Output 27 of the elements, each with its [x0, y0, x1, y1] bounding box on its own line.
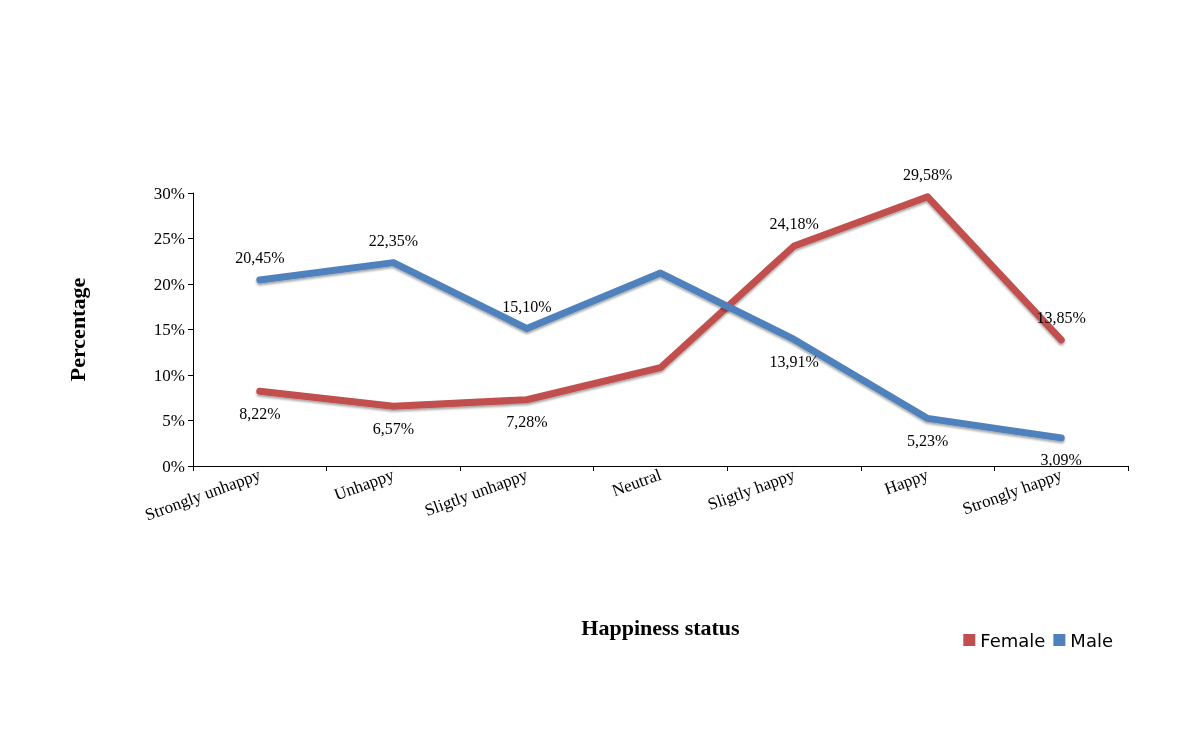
data-label: 29,58%	[902, 166, 953, 184]
y-tick-label: 20%	[153, 274, 185, 294]
x-tick-label: Unhappy	[331, 464, 398, 505]
y-tick-label: 30%	[153, 183, 185, 203]
data-label: 6,57%	[372, 419, 415, 437]
data-label: 13,91%	[769, 352, 819, 370]
y-tick-label: 15%	[153, 320, 185, 339]
y-tick-label: 25%	[153, 229, 185, 248]
data-label: 5,23%	[906, 431, 949, 449]
x-axis-title: Happiness status	[581, 614, 741, 640]
y-axis-title: Percentage	[64, 277, 90, 382]
x-tick-label: Sligtly unhappy	[422, 464, 531, 520]
data-label: 24,18%	[769, 215, 819, 233]
x-tick-label: Neutral	[609, 464, 664, 501]
y-tick-label: 0%	[162, 456, 185, 476]
legend-label: Male	[1070, 629, 1113, 651]
x-tick-label: Sligtly happy	[705, 464, 798, 515]
data-label: 22,35%	[368, 232, 419, 250]
y-tick-label: 5%	[162, 411, 185, 430]
x-tick-label: Happy	[881, 464, 932, 499]
data-label: 7,28%	[506, 413, 548, 431]
y-tick-label: 10%	[153, 365, 185, 385]
data-label: 8,22%	[239, 404, 281, 422]
data-label: 20,45%	[235, 249, 285, 267]
data-label: 15,10%	[502, 298, 552, 316]
legend-label: Female	[980, 629, 1046, 651]
data-label: 3,09%	[1040, 451, 1082, 469]
